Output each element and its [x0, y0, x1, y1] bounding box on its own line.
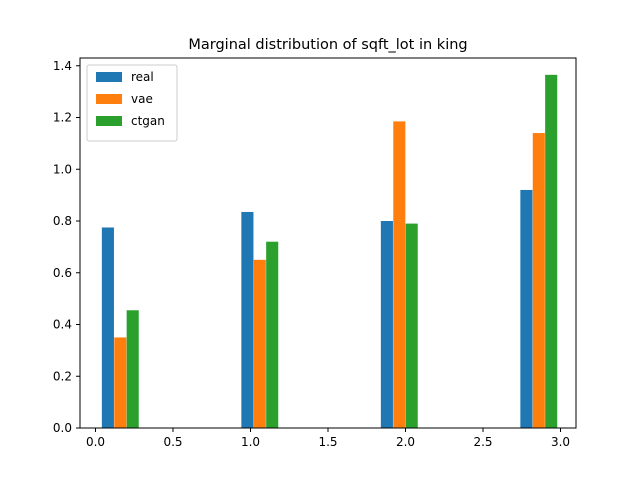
bar-vae-3 [532, 133, 545, 428]
bars-group [101, 74, 558, 429]
bar-ctgan-2 [405, 223, 418, 428]
bar-ctgan-0 [126, 310, 139, 428]
y-tick-label: 1.2 [53, 111, 72, 125]
axes-frame [79, 57, 577, 429]
y-tick-label: 1.0 [53, 162, 72, 176]
bar-real-3 [520, 189, 533, 428]
x-tick-label: 0.5 [163, 435, 182, 449]
legend-swatch-real [96, 72, 122, 82]
legend-label-vae: vae [131, 92, 153, 106]
legend-swatch-ctgan [96, 116, 122, 126]
bar-real-1 [241, 211, 254, 428]
legend: real vae ctgan [86, 64, 178, 142]
y-axis: 0.0 0.2 0.4 0.6 0.8 1.0 1.2 1.4 [53, 59, 80, 435]
x-tick-label: 2.5 [473, 435, 492, 449]
y-tick-label: 0.2 [53, 369, 72, 383]
bar-vae-1 [253, 259, 266, 428]
bar-vae-0 [114, 337, 127, 428]
x-tick-label: 1.5 [318, 435, 337, 449]
y-tick-label: 0.0 [53, 421, 72, 435]
chart-title: Marginal distribution of sqft_lot in kin… [188, 37, 467, 53]
bar-ctgan-3 [545, 74, 558, 429]
bar-vae-2 [393, 121, 406, 429]
x-tick-label: 1.0 [241, 435, 260, 449]
legend-label-ctgan: ctgan [131, 114, 165, 128]
legend-label-real: real [131, 70, 154, 84]
x-tick-label: 3.0 [551, 435, 570, 449]
y-tick-label: 0.4 [53, 318, 72, 332]
x-tick-label: 0.0 [86, 435, 105, 449]
x-tick-label: 2.0 [396, 435, 415, 449]
bar-real-2 [380, 221, 393, 428]
y-tick-label: 0.8 [53, 214, 72, 228]
bar-real-0 [101, 227, 114, 428]
y-tick-label: 0.6 [53, 266, 72, 280]
y-tick-label: 1.4 [53, 59, 72, 73]
x-axis: 0.0 0.5 1.0 1.5 2.0 2.5 3.0 [86, 428, 570, 449]
bar-ctgan-1 [266, 241, 279, 428]
legend-swatch-vae [96, 94, 122, 104]
